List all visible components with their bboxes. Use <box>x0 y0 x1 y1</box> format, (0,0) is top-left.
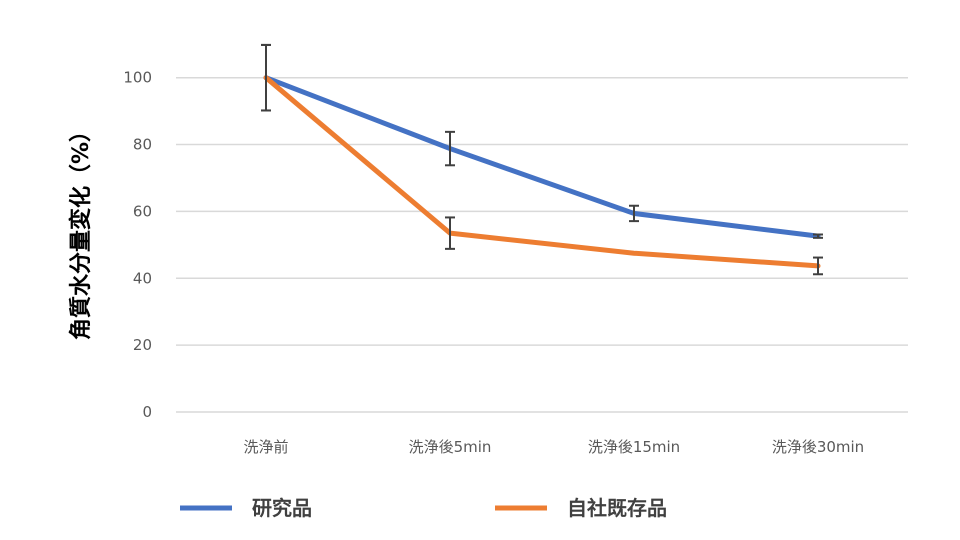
y-tick-label: 60 <box>133 202 152 220</box>
error-bar <box>261 43 271 112</box>
x-tick-label: 洗浄前 <box>243 438 288 456</box>
legend: 研究品 自社既存品 <box>180 496 667 520</box>
y-axis-label: 角質水分量変化（%） <box>68 120 94 340</box>
x-tick-label: 洗浄後15min <box>588 438 680 456</box>
x-tick-labels: 洗浄前 洗浄後5min 洗浄後15min 洗浄後30min <box>243 438 864 456</box>
y-tick-labels: 0 20 40 60 80 100 <box>123 69 152 421</box>
error-bar <box>813 256 823 276</box>
error-bars <box>261 43 823 276</box>
error-bar <box>445 216 455 250</box>
legend-label-1: 研究品 <box>252 496 312 520</box>
y-tick-label: 100 <box>123 69 152 87</box>
series-line-2 <box>263 75 821 269</box>
gridlines <box>176 76 908 413</box>
x-tick-label: 洗浄後5min <box>409 438 492 456</box>
y-tick-label: 20 <box>133 336 152 354</box>
series-line-1 <box>263 75 821 239</box>
y-tick-label: 0 <box>142 403 152 421</box>
error-bar <box>445 130 455 167</box>
series-lines <box>263 75 821 269</box>
y-tick-label: 40 <box>133 269 152 287</box>
error-bar <box>813 233 823 239</box>
error-bar <box>629 204 639 223</box>
legend-label-2: 自社既存品 <box>567 496 667 520</box>
x-tick-label: 洗浄後30min <box>772 438 864 456</box>
y-tick-label: 80 <box>133 136 152 154</box>
